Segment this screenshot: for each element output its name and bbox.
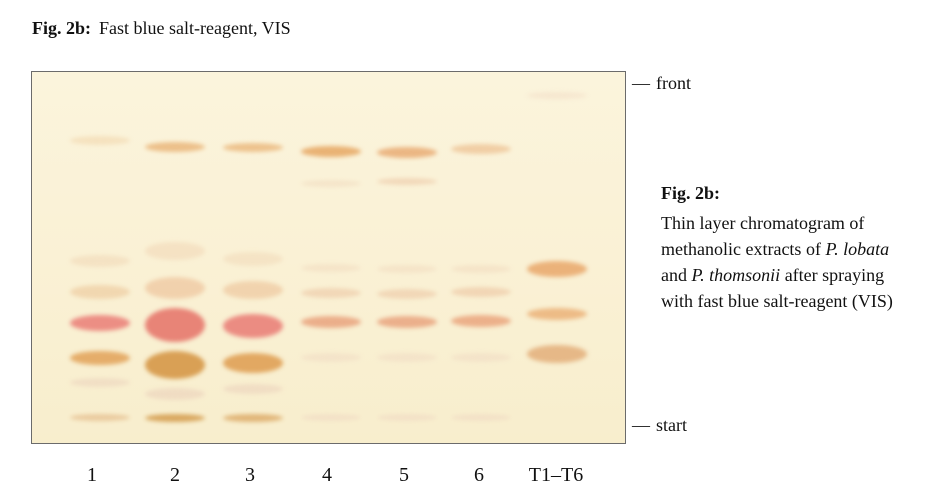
tlc-plate — [31, 71, 626, 444]
band — [70, 315, 130, 331]
figure-header: Fig. 2b: Fast blue salt-reagent, VIS — [32, 18, 291, 39]
front-label: front — [656, 73, 691, 93]
band — [145, 277, 205, 299]
figure-caption: Fig. 2b: Thin layer chromatogram of meth… — [661, 180, 941, 314]
lane-label-5: 5 — [399, 464, 409, 486]
band — [527, 92, 587, 99]
figure-header-label: Fig. 2b: — [32, 18, 92, 38]
band — [451, 315, 511, 327]
caption-line-3: and P. thomsonii after spraying — [661, 262, 941, 288]
band — [223, 384, 283, 394]
lane-4 — [301, 72, 361, 443]
lane-label-1: 1 — [87, 464, 97, 486]
band — [451, 144, 511, 154]
band — [145, 242, 205, 260]
band — [70, 136, 130, 145]
band — [377, 289, 437, 299]
band — [70, 285, 130, 299]
band — [301, 264, 361, 272]
band — [527, 261, 587, 277]
band — [377, 414, 437, 421]
band — [145, 388, 205, 400]
band — [145, 351, 205, 379]
band — [70, 414, 130, 421]
start-label: start — [656, 415, 687, 435]
band — [301, 353, 361, 362]
band — [377, 147, 437, 158]
lane-3 — [223, 72, 283, 443]
band — [145, 308, 205, 342]
species-name: P. lobata — [825, 239, 890, 259]
lane-label-4: 4 — [322, 464, 332, 486]
lane-label-6: 6 — [474, 464, 484, 486]
band — [451, 265, 511, 273]
lane-label-t1-t6: T1–T6 — [528, 464, 584, 486]
band — [301, 146, 361, 157]
front-marker: — front — [632, 73, 691, 94]
band — [527, 308, 587, 320]
caption-title: Fig. 2b: — [661, 183, 721, 203]
band — [70, 255, 130, 267]
lane-label-3: 3 — [245, 464, 255, 486]
lane-6 — [451, 72, 511, 443]
band — [377, 178, 437, 185]
lane-label-2: 2 — [170, 464, 180, 486]
caption-line-3-post: after spraying — [780, 265, 885, 285]
front-dash: — — [632, 73, 650, 93]
caption-line-1: Thin layer chromatogram of — [661, 213, 865, 233]
band — [223, 414, 283, 422]
start-dash: — — [632, 415, 650, 435]
figure-header-text: Fast blue salt-reagent, VIS — [99, 18, 291, 38]
band — [377, 265, 437, 273]
lane-5 — [377, 72, 437, 443]
band — [377, 316, 437, 328]
caption-line-2: methanolic extracts of P. lobata — [661, 236, 941, 262]
start-marker: — start — [632, 415, 687, 436]
band — [301, 316, 361, 328]
band — [301, 414, 361, 421]
species-name: P. thomsonii — [691, 265, 781, 285]
band — [301, 180, 361, 187]
band — [145, 414, 205, 422]
band — [223, 353, 283, 373]
lane-2 — [145, 72, 205, 443]
lane-1 — [70, 72, 130, 443]
band — [70, 378, 130, 387]
band — [301, 288, 361, 298]
band — [451, 353, 511, 362]
band — [223, 252, 283, 266]
caption-line-2-text: methanolic extracts of — [661, 239, 826, 259]
lane-t1-t6 — [527, 72, 587, 443]
band — [223, 143, 283, 152]
band — [377, 353, 437, 362]
band — [223, 314, 283, 338]
caption-line-3-pre: and — [661, 265, 692, 285]
band — [451, 414, 511, 421]
caption-line-4: with fast blue salt-reagent (VIS) — [661, 291, 893, 311]
band — [223, 281, 283, 299]
band — [70, 351, 130, 365]
band — [145, 142, 205, 152]
band — [527, 345, 587, 363]
band — [451, 287, 511, 297]
